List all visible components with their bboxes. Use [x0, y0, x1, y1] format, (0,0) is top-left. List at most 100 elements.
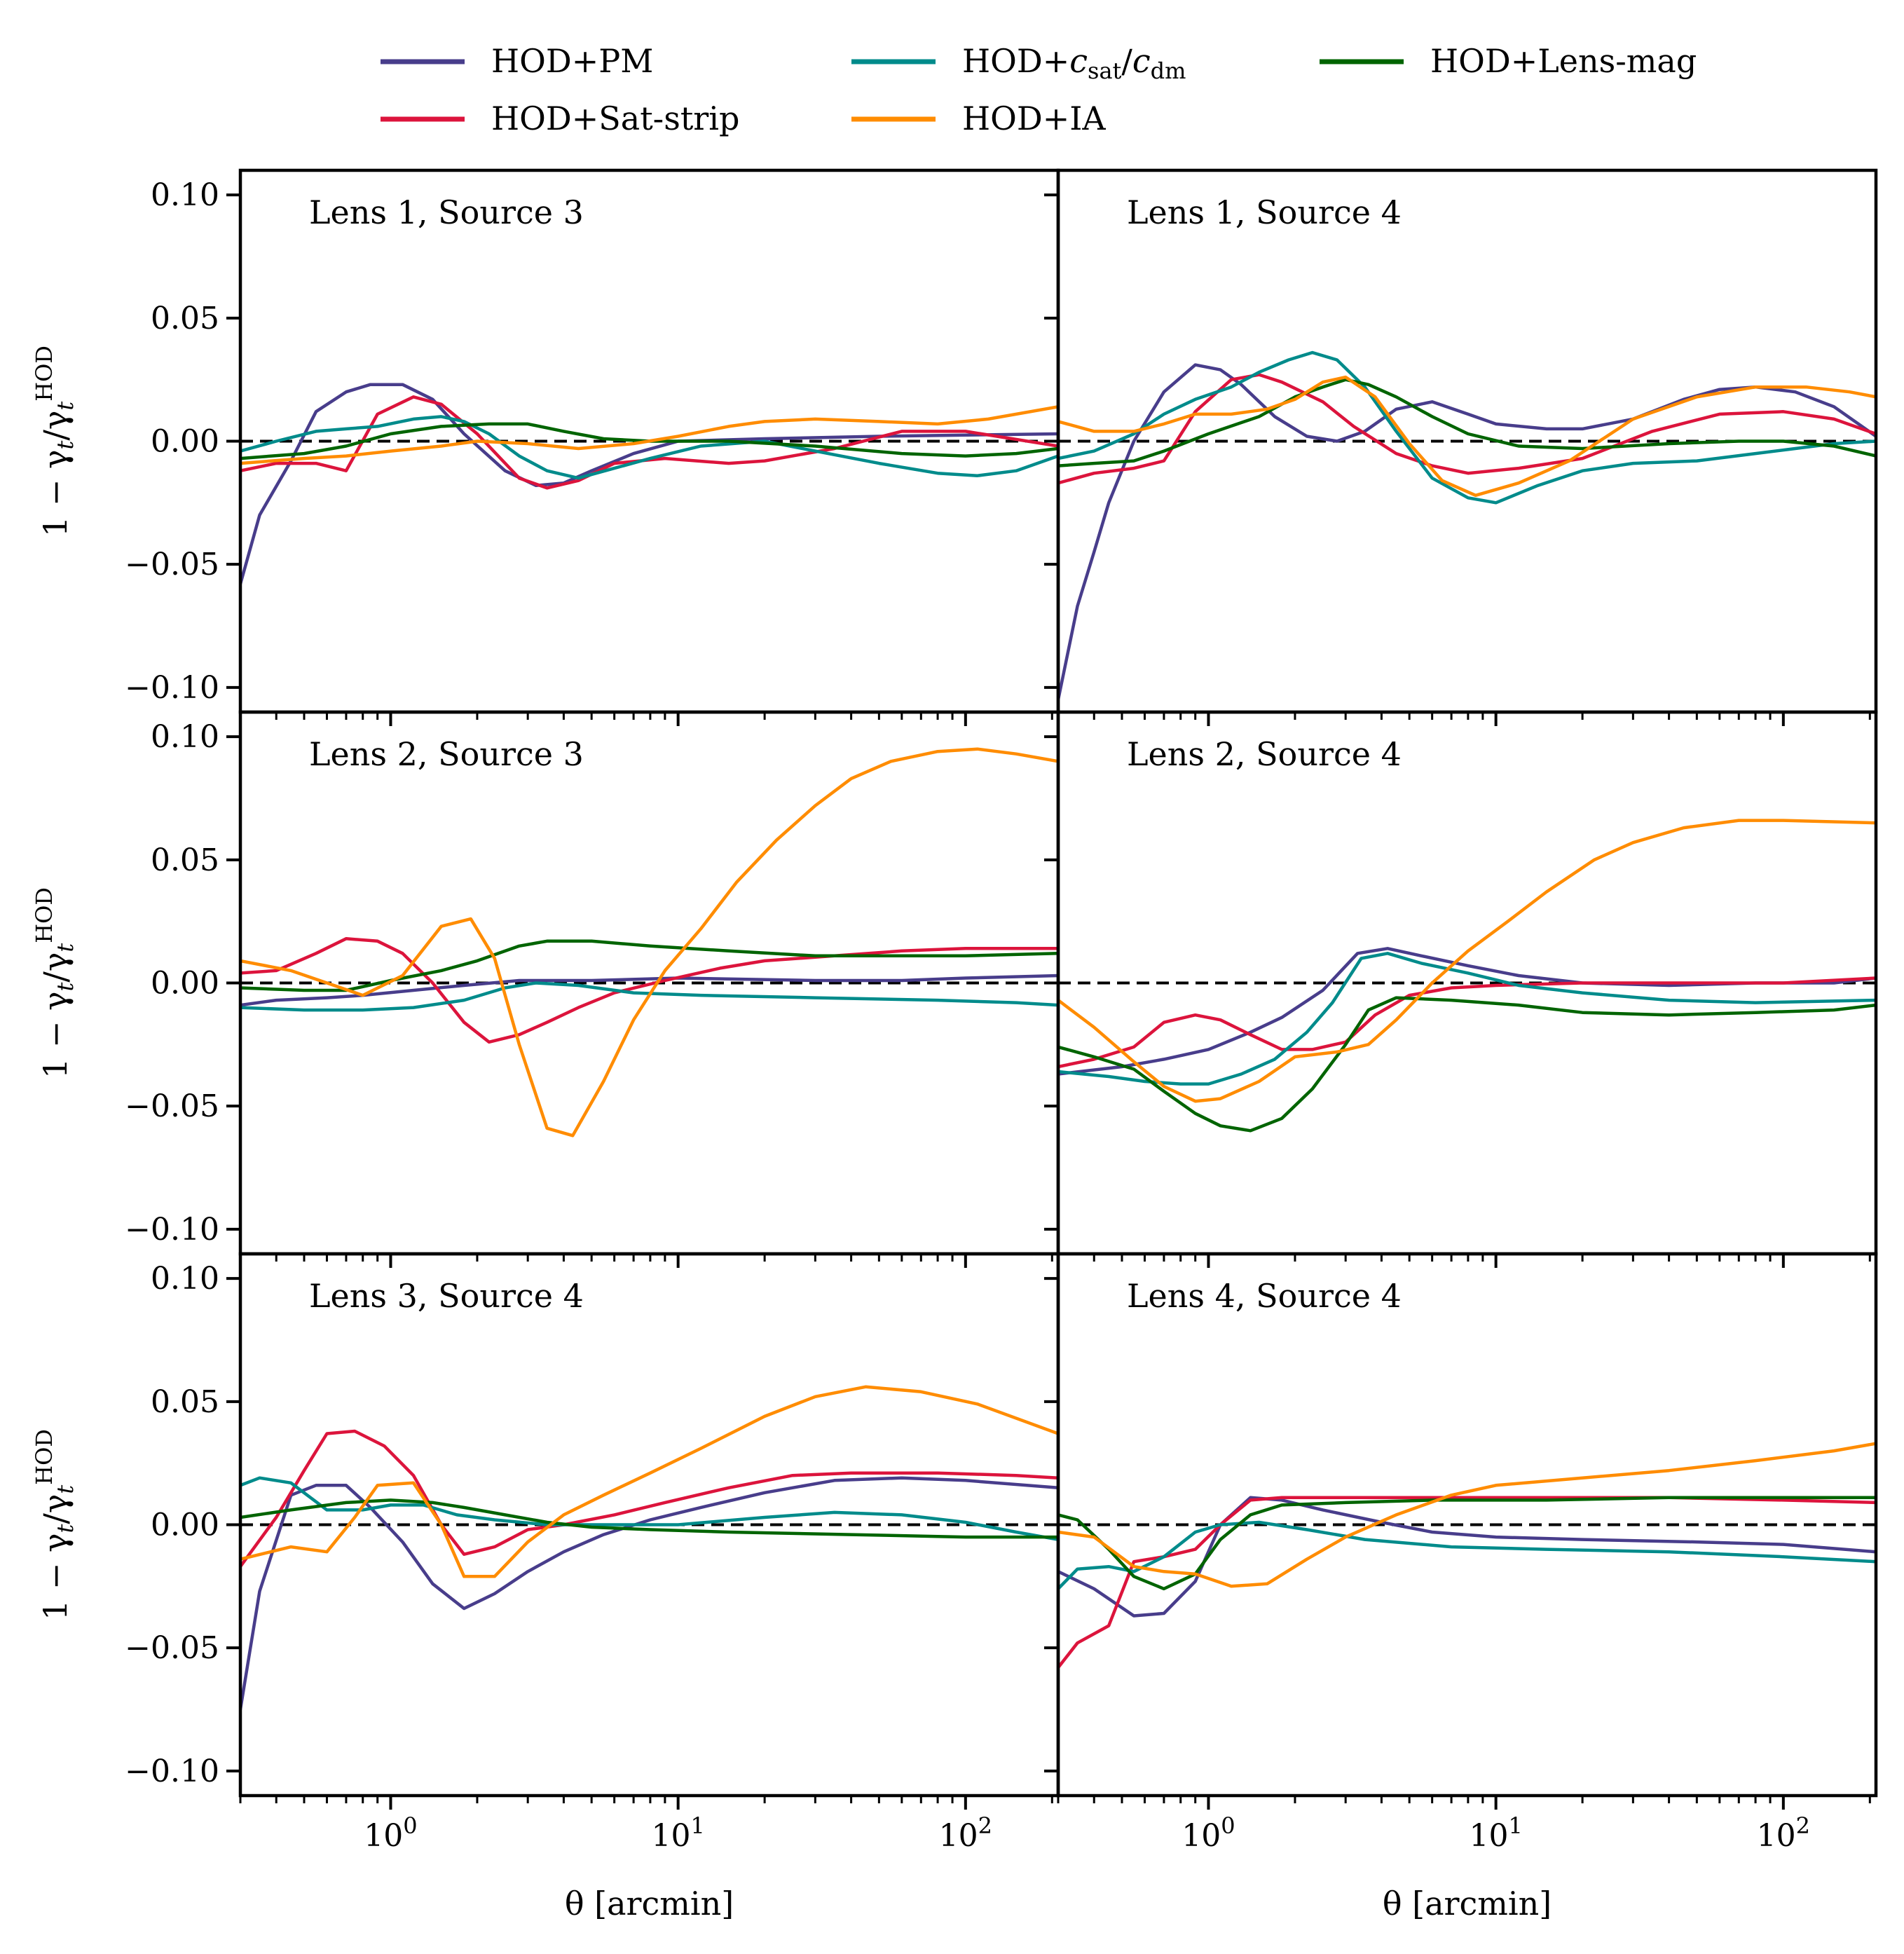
panel-title: Lens 4, Source 4	[1127, 1277, 1402, 1315]
y-label-sub: t	[52, 402, 78, 411]
y-tick-label: −0.05	[125, 1088, 219, 1124]
legend-item-ia: HOD+IA	[851, 100, 1106, 137]
series-line-ia	[240, 405, 1058, 465]
series-line-csat	[1058, 1520, 1876, 1591]
y-axis-label: 1 − γt/γtHOD	[31, 346, 78, 537]
series-line-csat	[1058, 350, 1876, 505]
x-tick-label: 100	[364, 1812, 417, 1854]
panel-3: −0.10 −0.05 0.00 0.05 0.10 Lens 2, Source 3	[125, 710, 1060, 1268]
x-tick-label: 101	[651, 1812, 704, 1854]
series-group	[240, 383, 1058, 586]
series-line-satstrip	[240, 1429, 1058, 1569]
legend-label-ia: HOD+IA	[962, 100, 1106, 137]
y-label-div: /γ	[36, 1494, 74, 1524]
x-tick-label: 100	[1182, 1812, 1235, 1854]
y-tick-label: 0.00	[151, 966, 219, 1002]
y-tick-label: −0.10	[125, 670, 219, 706]
series-line-lensmag	[240, 939, 1058, 992]
x-tick-label: 102	[939, 1812, 992, 1854]
series-line-csat	[240, 981, 1058, 1012]
series-line-pm	[1058, 363, 1876, 702]
series-line-ia	[1058, 1442, 1876, 1588]
y-tick-label: −0.10	[125, 1212, 219, 1248]
x-tick-label-base: 10	[364, 1818, 403, 1854]
y-tick-label: 0.10	[151, 177, 219, 213]
x-tick-label-exponent: 2	[978, 1812, 992, 1839]
series-line-lensmag	[1058, 378, 1876, 467]
panel-title: Lens 1, Source 3	[309, 193, 584, 231]
series-line-csat	[1058, 952, 1876, 1086]
series-group	[1058, 1442, 1876, 1669]
series-line-csat	[240, 415, 1058, 480]
panel-title: Lens 1, Source 4	[1127, 193, 1402, 231]
y-tick-label: −0.10	[125, 1754, 219, 1789]
y-label-div: /γ	[36, 411, 74, 441]
legend-label-sub-sat: sat	[1088, 57, 1122, 84]
series-group	[1058, 819, 1876, 1133]
y-label-main: 1 − γ	[36, 1533, 74, 1620]
y-label-sub: t	[52, 943, 78, 952]
x-tick-label: 102	[1757, 1812, 1810, 1854]
y-label-sup: HOD	[31, 887, 57, 943]
series-line-pm	[240, 383, 1058, 586]
series-group	[1058, 350, 1876, 702]
y-axis-label: 1 − γt/γtHOD	[31, 1429, 78, 1620]
x-tick-label-exponent: 2	[1796, 1812, 1810, 1839]
y-tick-label: −0.05	[125, 1630, 219, 1666]
x-axis-label: θ [arcmin]	[1383, 1885, 1552, 1922]
y-label-sub: t	[52, 1485, 78, 1494]
legend-item-pm: HOD+PM	[381, 42, 653, 80]
series-line-lensmag	[240, 422, 1058, 460]
panels: −0.10 −0.05 0.00 0.05 0.10 Lens 1, Source 3 Le…	[125, 168, 1878, 1854]
y-tick-label: 0.10	[151, 719, 219, 755]
legend-label-prefix: HOD+	[962, 42, 1069, 80]
series-line-satstrip	[1058, 1496, 1876, 1669]
y-label-sup: HOD	[31, 1429, 57, 1485]
series-group	[240, 1385, 1058, 1712]
x-tick-label-base: 10	[939, 1818, 978, 1854]
x-tick-label-base: 10	[1469, 1818, 1508, 1854]
series-line-pm	[1058, 947, 1876, 1076]
x-tick-label-exponent: 0	[403, 1812, 417, 1839]
x-tick-label-exponent: 0	[1221, 1812, 1235, 1839]
series-line-satstrip	[1058, 976, 1876, 1069]
panel-1: −0.10 −0.05 0.00 0.05 0.10 Lens 1, Source 3	[125, 168, 1060, 726]
panel-title: Lens 3, Source 4	[309, 1277, 584, 1315]
y-tick-label: 0.05	[151, 1384, 219, 1420]
y-label-div: /γ	[36, 952, 74, 983]
y-tick-label: 0.05	[151, 842, 219, 878]
legend-item-satstrip: HOD+Sat-strip	[381, 100, 739, 137]
legend: HOD+PM HOD+csat/cdm HOD+Lens-magHOD+Sat-st…	[381, 42, 1697, 137]
y-label-sub: t	[52, 440, 78, 449]
y-label-main: 1 − γ	[36, 449, 74, 537]
legend-label-satstrip: HOD+Sat-strip	[491, 100, 739, 137]
panel-2: Lens 1, Source 4	[1044, 168, 1878, 726]
series-line-ia	[1058, 819, 1876, 1103]
y-tick-label: 0.05	[151, 301, 219, 336]
legend-label-csat: HOD+csat/cdm	[962, 42, 1186, 84]
y-label-sub: t	[52, 982, 78, 991]
legend-label-lensmag: HOD+Lens-mag	[1430, 42, 1697, 80]
panel-4: Lens 2, Source 4	[1044, 710, 1878, 1268]
legend-label-slash: /	[1121, 42, 1132, 80]
legend-label-c: c	[1069, 42, 1088, 80]
y-label-main: 1 − γ	[36, 991, 74, 1079]
panel-title: Lens 2, Source 4	[1127, 735, 1402, 773]
x-tick-label-exponent: 1	[690, 1812, 704, 1839]
x-tick-label-base: 10	[1757, 1818, 1796, 1854]
y-label-sup: HOD	[31, 346, 57, 402]
series-line-ia	[240, 1385, 1058, 1578]
series-line-pm	[240, 973, 1058, 1007]
y-tick-label: −0.05	[125, 547, 219, 582]
x-tick-label: 101	[1469, 1812, 1522, 1854]
y-tick-label: 0.10	[151, 1261, 219, 1297]
series-line-lensmag	[1058, 996, 1876, 1133]
series-line-ia	[240, 747, 1058, 1137]
legend-item-csat: HOD+csat/cdm	[851, 42, 1186, 84]
x-axis-label: θ [arcmin]	[565, 1885, 734, 1922]
series-line-pm	[240, 1476, 1058, 1712]
